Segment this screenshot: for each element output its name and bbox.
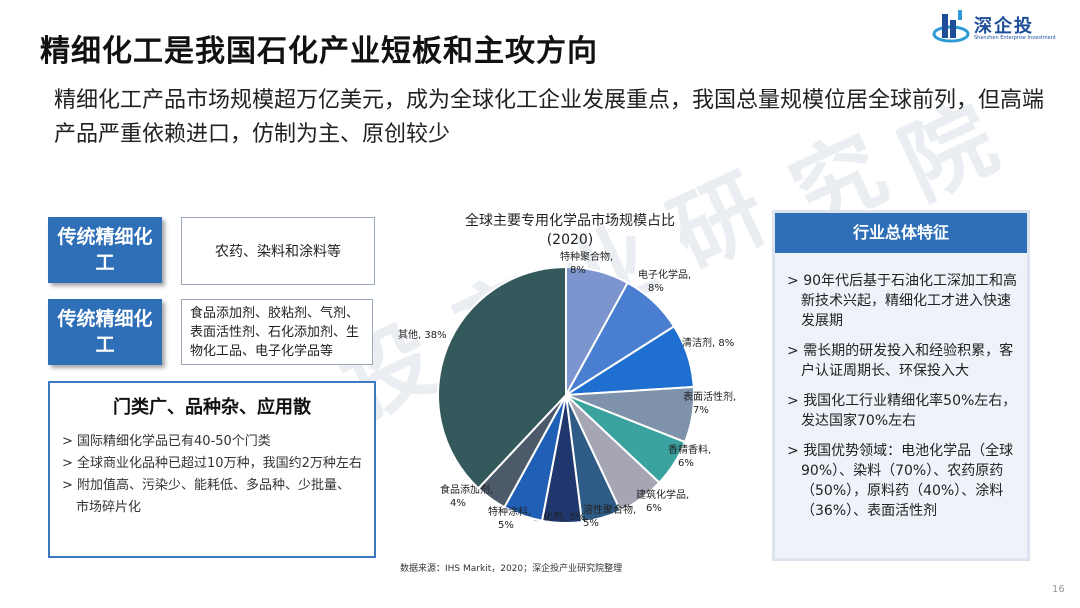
pie-slice-label: 建筑化学品, 6% (636, 488, 689, 514)
industry-item-text: 我国化工行业精细化率50%左右，发达国家70%左右 (801, 393, 1017, 429)
page-number: 16 (1052, 584, 1065, 595)
feature-item-text: 全球商业化品种已超过10万种，我国约2万种左右 (77, 456, 362, 471)
company-logo: 深企投 Shenzhen Enterprise Investment (932, 6, 1072, 46)
page-title: 精细化工是我国石化产业短板和主攻方向 (40, 34, 598, 69)
feature-item: > 国际精细化学品已有40-50个门类 (62, 434, 271, 449)
industry-features-list: > 90年代后基于石油化工深加工和高新技术兴起，精细化工才进入快速发展期 > 需… (787, 271, 1019, 531)
pie-slice-label: 香精香料, 6% (668, 443, 711, 469)
category-label-1: 传统精细化工 (48, 217, 162, 283)
pie-slice-label: 特种涂料, 5% (488, 505, 531, 531)
logo-subtitle: Shenzhen Enterprise Investment (974, 35, 1056, 41)
feature-item-text: 国际精细化学品已有40-50个门类 (77, 434, 271, 449)
pie-slice-label: 特种聚合物, 8% (560, 250, 613, 276)
pie-slice-label: 催化剂, 5% (533, 510, 585, 523)
feature-item: > 全球商业化品种已超过10万种，我国约2万种左右 (62, 456, 362, 471)
industry-features-panel: 行业总体特征 > 90年代后基于石油化工深加工和高新技术兴起，精细化工才进入快速… (772, 210, 1030, 561)
feature-item: > 附加值高、污染少、能耗低、多品种、少批量、市场碎片化 (62, 478, 351, 515)
pie-chart: 特种聚合物, 8% 电子化学品, 8% 清洁剂, 8% 表面活性剂, 7% 香精香料, 6% 建筑… (398, 250, 736, 531)
category-desc-2: 食品添加剂、胶粘剂、气剂、表面活性剂、石化添加剂、生物化工品、电子化学品等 (181, 299, 373, 365)
chart-title: 全球主要专用化学品市场规模占比 (465, 213, 675, 229)
category-desc-text: 食品添加剂、胶粘剂、气剂、表面活性剂、石化添加剂、生物化工品、电子化学品等 (190, 305, 360, 359)
pie-slice-label: 电子化学品, 8% (638, 268, 691, 294)
pie-slice-label: 清洁剂, 8% (682, 336, 734, 349)
data-source: 数据来源：IHS Markit，2020；深企投产业研究院整理 (400, 564, 623, 574)
category-desc-1: 农药、染料和涂料等 (181, 217, 375, 285)
pie-slice-label: 其他, 38% (398, 328, 447, 341)
features-heading: 门类广、品种杂、应用散 (113, 397, 311, 418)
category-label-text: 传统精细化工 (57, 226, 153, 274)
category-label-2: 传统精细化工 (48, 299, 162, 365)
logo-icon (932, 10, 970, 43)
industry-item: > 我国优势领域：电池化学品（全球90%）、染料（70%）、农药原药（50%），… (787, 443, 1014, 519)
industry-features-heading: 行业总体特征 (775, 213, 1027, 253)
pie-slice-label: 表面活性剂, 7% (683, 390, 736, 416)
page-subtitle: 精细化工产品市场规模超万亿美元，成为全球化工企业发展重点，我国总量规模位居全球前… (54, 88, 1045, 147)
industry-item: > 90年代后基于石油化工深加工和高新技术兴起，精细化工才进入快速发展期 (787, 273, 1018, 329)
industry-item: > 需长期的研发投入和经验积累，客户认证周期长、环保投入大 (787, 343, 1014, 379)
pie-slice (437, 265, 567, 490)
industry-item-text: 需长期的研发投入和经验积累，客户认证周期长、环保投入大 (801, 343, 1014, 379)
chart-subtitle: (2020) (546, 232, 594, 248)
features-box: 门类广、品种杂、应用散 > 国际精细化学品已有40-50个门类 > 全球商业化品… (48, 381, 376, 558)
feature-item-text: 附加值高、污染少、能耗低、多品种、少批量、市场碎片化 (76, 478, 351, 515)
industry-item-text: 我国优势领域：电池化学品（全球90%）、染料（70%）、农药原药（50%），原料… (801, 443, 1014, 519)
industry-item: > 我国化工行业精细化率50%左右，发达国家70%左右 (787, 393, 1017, 429)
pie-slice-label: 食品添加剂, 4% (440, 483, 493, 509)
logo-name: 深企投 (974, 16, 1034, 37)
features-list: > 国际精细化学品已有40-50个门类 > 全球商业化品种已超过10万种，我国约… (62, 431, 362, 519)
category-label-text: 传统精细化工 (57, 308, 153, 356)
pie-slice-label: 水溶性聚合物, 5% (573, 503, 636, 529)
category-desc-text: 农药、染料和涂料等 (215, 244, 341, 260)
industry-item-text: 90年代后基于石油化工深加工和高新技术兴起，精细化工才进入快速发展期 (801, 273, 1018, 329)
chart-title-block: 全球主要专用化学品市场规模占比 (2020) (430, 212, 710, 250)
